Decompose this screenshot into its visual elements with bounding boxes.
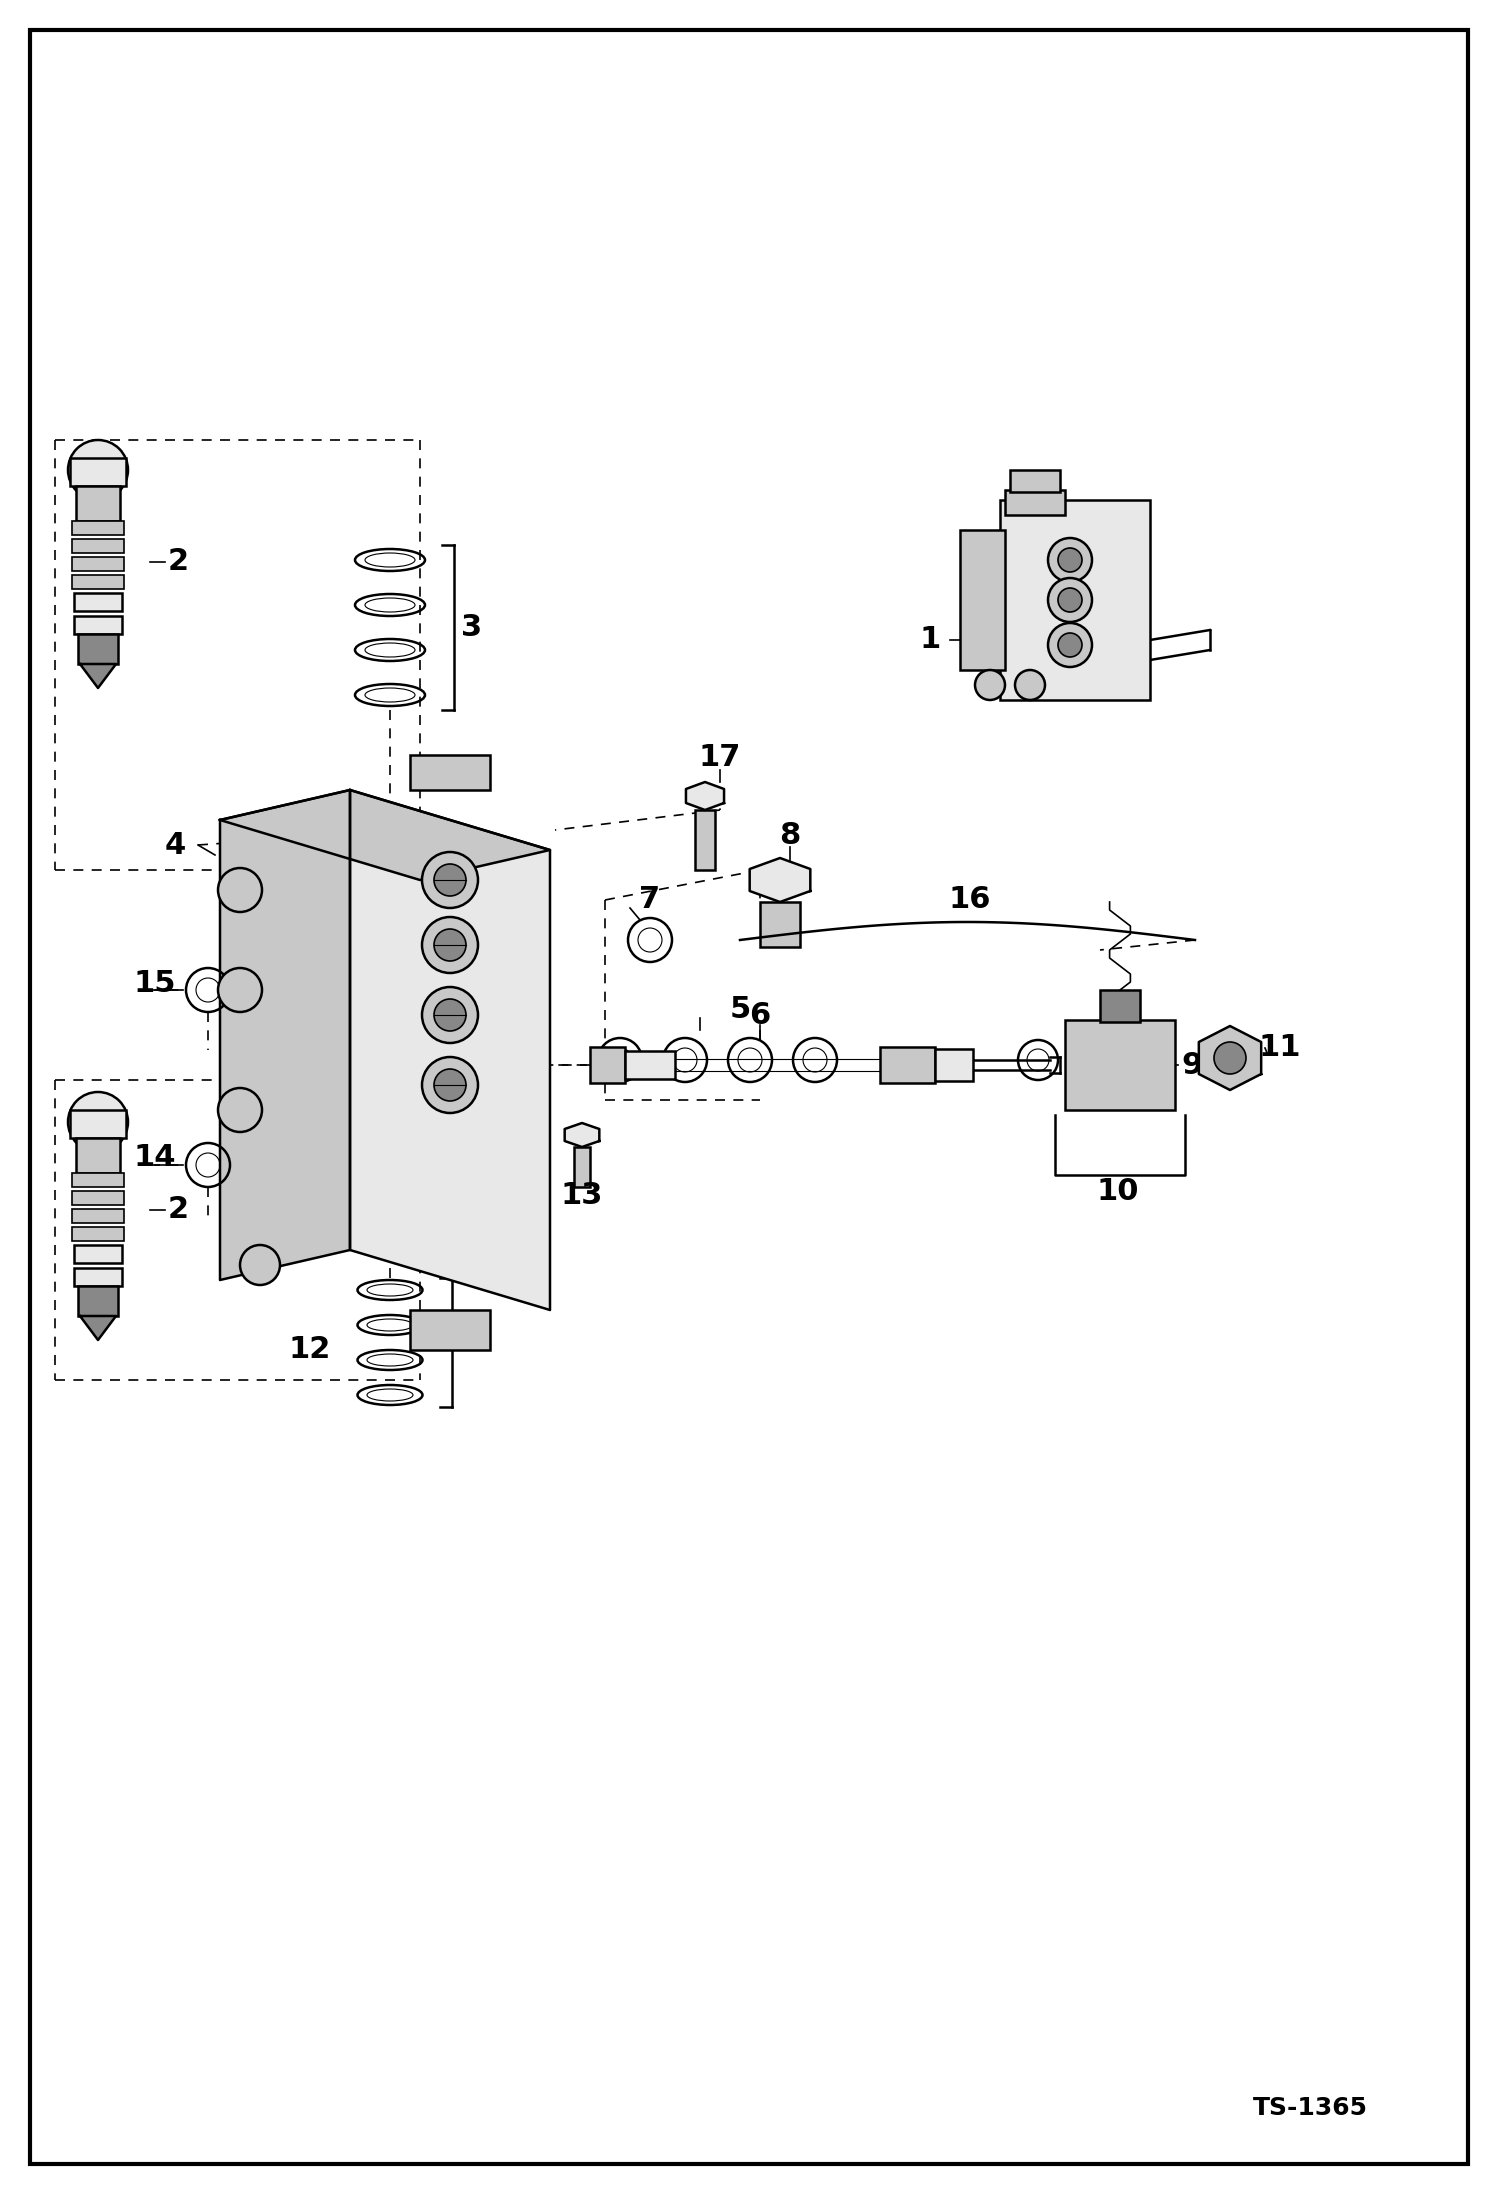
Circle shape (1016, 669, 1046, 700)
Polygon shape (351, 790, 550, 1310)
Circle shape (1058, 588, 1082, 612)
Text: 10: 10 (1097, 1178, 1140, 1207)
Text: TS-1365: TS-1365 (1252, 2095, 1368, 2119)
Circle shape (422, 1058, 478, 1112)
Circle shape (67, 441, 127, 500)
Bar (935, 1049, 974, 1082)
Circle shape (422, 851, 478, 908)
Bar (1010, 470, 1061, 491)
Circle shape (67, 1093, 127, 1152)
Bar (70, 459, 126, 487)
Circle shape (1049, 538, 1092, 581)
Bar (695, 810, 715, 871)
Bar (73, 1268, 121, 1286)
Bar (76, 487, 120, 520)
Text: 13: 13 (560, 1180, 604, 1209)
Text: 1: 1 (920, 625, 941, 654)
Text: 3: 3 (460, 1327, 481, 1358)
Bar (72, 575, 124, 588)
Bar (410, 1310, 490, 1349)
Circle shape (434, 864, 466, 895)
Bar (73, 617, 121, 634)
Polygon shape (79, 665, 115, 689)
Circle shape (1049, 577, 1092, 623)
Text: 15: 15 (133, 968, 177, 998)
Circle shape (434, 928, 466, 961)
Bar (72, 520, 124, 535)
Text: 6: 6 (749, 1000, 770, 1029)
Text: 2: 2 (168, 548, 189, 577)
Text: 17: 17 (698, 744, 742, 772)
Bar (410, 755, 490, 790)
Bar (960, 531, 1005, 669)
Circle shape (422, 987, 478, 1042)
Polygon shape (220, 790, 550, 880)
Circle shape (1058, 548, 1082, 573)
Polygon shape (1198, 1027, 1261, 1090)
Text: 2: 2 (168, 1196, 189, 1224)
Bar (72, 557, 124, 570)
Bar (590, 1047, 625, 1084)
Bar (1065, 1020, 1174, 1110)
Circle shape (422, 917, 478, 972)
Polygon shape (565, 1123, 599, 1147)
Bar (76, 1139, 120, 1174)
Bar (1100, 989, 1140, 1022)
Circle shape (1213, 1042, 1246, 1075)
Bar (78, 1286, 118, 1316)
Text: 12: 12 (289, 1336, 331, 1365)
Text: 8: 8 (779, 821, 800, 849)
Circle shape (434, 1068, 466, 1101)
Text: 7: 7 (640, 886, 661, 915)
Bar (70, 1110, 126, 1139)
Text: 5: 5 (730, 996, 750, 1025)
Bar (78, 634, 118, 665)
Bar (72, 1191, 124, 1205)
Bar (879, 1047, 935, 1084)
Bar (72, 1226, 124, 1242)
Text: 11: 11 (1258, 1033, 1302, 1062)
Bar (574, 1147, 590, 1187)
Circle shape (219, 869, 262, 913)
Polygon shape (686, 781, 724, 810)
Bar (73, 1244, 121, 1264)
Bar (73, 592, 121, 610)
Polygon shape (749, 858, 810, 902)
Text: 4: 4 (165, 832, 186, 860)
Bar (625, 1051, 676, 1079)
Bar (72, 540, 124, 553)
Circle shape (219, 1088, 262, 1132)
Circle shape (219, 968, 262, 1011)
Text: 3: 3 (461, 612, 482, 643)
Bar (72, 1174, 124, 1187)
Circle shape (240, 1244, 280, 1286)
Bar (1001, 500, 1150, 700)
Circle shape (434, 998, 466, 1031)
Circle shape (975, 669, 1005, 700)
Polygon shape (220, 790, 351, 1279)
Text: 14: 14 (133, 1143, 177, 1172)
Text: 16: 16 (948, 886, 992, 915)
Circle shape (1049, 623, 1092, 667)
Polygon shape (79, 1316, 115, 1341)
Bar (1005, 489, 1065, 516)
Circle shape (1058, 634, 1082, 656)
Bar (759, 902, 800, 948)
Bar (72, 1209, 124, 1222)
Text: 9: 9 (1182, 1051, 1203, 1079)
